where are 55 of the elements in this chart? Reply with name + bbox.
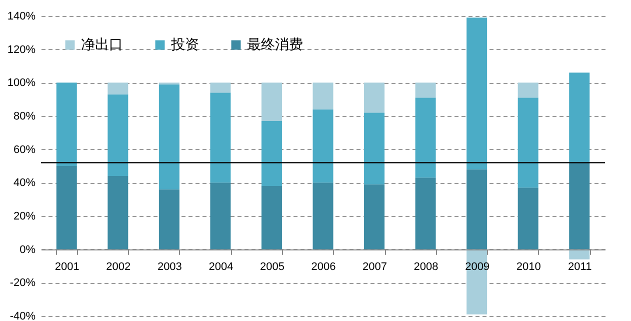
x-tick-label: 2007 [362,260,388,273]
bar [466,249,488,314]
bar [415,178,436,250]
bar [158,189,180,250]
y-tick-label: 40% [13,177,36,190]
bar [108,176,128,250]
bar [261,82,282,121]
y-tick-label: 120% [7,44,36,56]
bar [108,94,128,176]
legend-label: 投资 [170,36,199,52]
y-tick-label: 80% [13,110,36,122]
bar [210,82,231,93]
bar [56,82,77,166]
bar [466,18,488,170]
bar [158,84,180,190]
y-tick-label: -40% [10,310,36,321]
bar [364,112,385,184]
bar [312,182,334,250]
bar [569,162,590,250]
y-tick-label: 0% [20,244,36,256]
bar [569,72,590,163]
bar [466,169,488,250]
bar [56,166,77,250]
y-tick-label: 140% [7,10,36,22]
bar [210,92,231,183]
x-tick-label: 2001 [54,260,80,273]
x-tick-label: 2008 [414,260,438,273]
bar [569,249,590,260]
bar [518,82,538,98]
legend-label: 净出口 [81,36,123,52]
y-tick-label: 100% [7,77,36,90]
x-tick-label: 2002 [106,260,131,273]
y-tick-label: -20% [10,277,36,290]
bar [518,188,538,250]
x-tick-label: 2006 [311,260,336,273]
x-tick-label: 2010 [516,260,541,273]
y-tick-label: 60% [13,144,36,156]
x-tick-label: 2011 [568,260,592,273]
bar [312,82,334,110]
bar [415,98,436,178]
x-tick-label: 2005 [260,260,284,273]
bar [364,184,385,250]
bar [261,186,282,250]
x-tick-label: 2003 [157,260,182,273]
bar [518,98,538,188]
bar [261,121,282,186]
bar [364,82,385,113]
bar [108,82,128,94]
x-tick-label: 2009 [465,260,490,273]
bar [210,182,231,250]
x-tick-label: 2004 [208,260,234,273]
y-tick-label: 20% [13,210,36,222]
legend-label: 最终消费 [247,36,303,52]
bar [312,109,334,183]
bar [415,82,436,98]
